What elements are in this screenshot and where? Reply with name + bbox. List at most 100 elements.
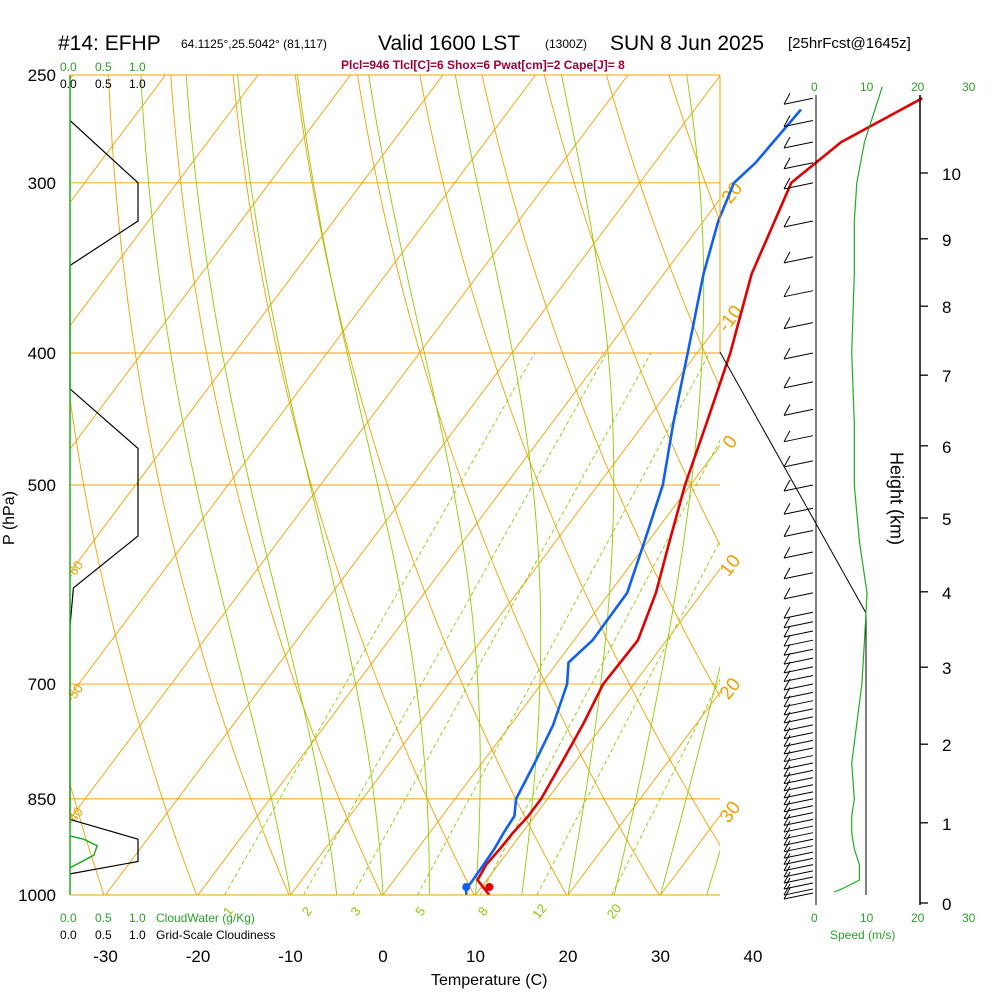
- wind-barb-staff: [783, 864, 814, 872]
- wind-barb-staff: [783, 182, 814, 190]
- cloudwater-scale-top-2: 1.0: [129, 60, 146, 74]
- moist-adiabat--10: [140, 75, 291, 895]
- isotherm-label--50: -50: [63, 681, 86, 705]
- moist-adiabat--5: [185, 75, 338, 895]
- mixing-ratio-label-2: 3: [347, 904, 363, 919]
- wind-barb-flag: [783, 479, 791, 492]
- wind-barb-930: [783, 846, 814, 859]
- dry-adiabat-233: [0, 51, 20, 924]
- mixing-ratio-line-1: [224, 352, 536, 895]
- isotherm-20: [567, 691, 720, 895]
- wind-barb-flag: [783, 820, 791, 833]
- station-title: #14: EFHP: [58, 32, 161, 55]
- height-tick-0: 0: [942, 895, 951, 914]
- wind-barb-flag: [783, 793, 791, 806]
- wind-barb-staff: [783, 256, 814, 264]
- moist-adiabat-5: [297, 75, 430, 895]
- temperature-tick--20: -20: [186, 947, 211, 966]
- cloudiness-scale-bottom-0: 0.0: [60, 928, 77, 942]
- moist-adiabat-25: [613, 75, 705, 895]
- wind-barb-420: [783, 376, 814, 389]
- wind-barb-560: [783, 546, 814, 559]
- height-tick-3: 3: [942, 659, 951, 678]
- wind-barb-staff: [783, 141, 814, 149]
- wind-barb-flag: [783, 846, 791, 859]
- wind-barb-890: [783, 820, 814, 833]
- wind-barb-640: [783, 625, 814, 638]
- wind-panel: [783, 86, 883, 905]
- wind-barb-flag: [783, 251, 791, 264]
- speed-scale-top-0: 0: [811, 80, 818, 94]
- wind-barb-staff: [783, 870, 814, 878]
- wind-barb-staff: [783, 892, 814, 900]
- speed-axis-label: Speed (m/s): [830, 928, 896, 942]
- wind-barb-staff: [783, 691, 814, 699]
- pressure-tick-500: 500: [28, 476, 56, 495]
- wind-barb-flag: [783, 376, 791, 389]
- mixing-ratio-line-3: [352, 352, 652, 895]
- cloudiness-label: Grid-Scale Cloudiness: [156, 928, 276, 942]
- isotherm-label-30: 30: [716, 798, 745, 828]
- pressure-tick-250: 250: [28, 66, 56, 85]
- valid-date: SUN 8 Jun 2025: [610, 32, 765, 55]
- isotherm-40: [753, 75, 1000, 895]
- mixing-ratio-label-3: 5: [412, 904, 428, 919]
- wind-barb-flag: [783, 157, 791, 170]
- cloudiness-scale-bottom-1: 0.5: [95, 928, 112, 942]
- cloudwater-label: CloudWater (g/Kg): [156, 911, 255, 925]
- speed-scale-top-3: 30: [962, 80, 976, 94]
- pressure-tick-850: 850: [28, 790, 56, 809]
- wind-barb-staff: [783, 639, 814, 647]
- wind-barb-820: [783, 772, 814, 785]
- wind-barb-flag: [783, 859, 791, 871]
- wind-barb-staff: [783, 484, 814, 492]
- wind-barb-790: [783, 750, 814, 763]
- wind-barb-staff: [783, 683, 814, 691]
- wind-barb-staff: [783, 290, 814, 298]
- wind-barb-staff: [783, 381, 814, 389]
- wind-barb-flag: [783, 567, 791, 580]
- temperature-tick-0: 0: [378, 947, 387, 966]
- wind-barb-staff: [783, 162, 814, 170]
- height-tick-10: 10: [942, 165, 961, 184]
- wind-barb-flag: [783, 404, 791, 416]
- wind-barb-flag: [783, 546, 791, 559]
- wind-barb-500: [783, 479, 814, 492]
- wind-barb-280: [783, 136, 814, 149]
- temperature-tick-20: 20: [559, 947, 578, 966]
- wind-barb-staff: [783, 832, 814, 840]
- wind-barb-staff: [783, 857, 814, 865]
- mixing-ratio-labels: 1 2 3 5 8 12 20: [220, 901, 625, 922]
- height-tick-5: 5: [942, 510, 951, 529]
- forecast-label: [25hrFcst@1645z]: [788, 35, 911, 52]
- wind-barb-400: [783, 347, 814, 360]
- pressure-tick-700: 700: [28, 675, 56, 694]
- mixing-ratio-label-4: 8: [475, 904, 491, 919]
- wind-barb-770: [783, 735, 814, 747]
- dry-adiabat-253: [70, 395, 198, 895]
- cloud-water-profile: [69, 835, 99, 869]
- wind-barb-580: [783, 567, 814, 580]
- wind-barb-520: [783, 502, 814, 515]
- wind-barb-staff: [783, 97, 814, 105]
- wind-barb-270: [783, 115, 814, 128]
- wind-barb-830: [783, 779, 814, 792]
- wind-barb-flag: [783, 877, 791, 890]
- wind-barb-810: [783, 765, 814, 777]
- temperature-tick-10: 10: [466, 947, 485, 966]
- dry-adiabat-333: [543, 75, 720, 546]
- wind-barb-flag: [783, 772, 791, 784]
- moist-adiabat-10: [368, 75, 481, 895]
- wind-barb-540: [783, 525, 814, 538]
- wind-barb-staff: [783, 762, 814, 770]
- wind-barb-flag: [783, 215, 791, 228]
- height-tick-9: 9: [942, 231, 951, 250]
- wind-barb-950: [783, 859, 814, 872]
- wind-barb-340: [783, 251, 814, 264]
- wind-barb-flag: [783, 92, 791, 105]
- wind-barb-970: [783, 871, 814, 884]
- wind-barb-staff: [783, 572, 814, 580]
- mixing-ratio-label-5: 12: [529, 901, 550, 922]
- dry-adiabat-313: [419, 75, 720, 846]
- height-tick-8: 8: [942, 298, 951, 317]
